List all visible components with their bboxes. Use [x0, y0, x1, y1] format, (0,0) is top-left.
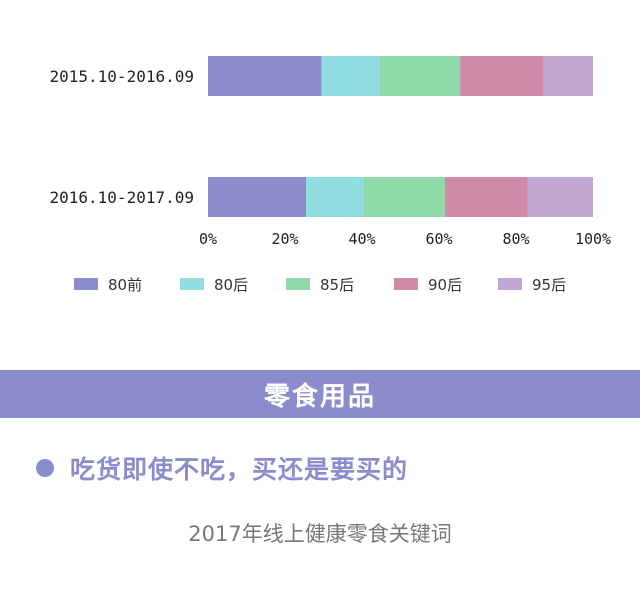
legend-label-1: 80后	[214, 276, 248, 294]
x-tick-label: 40%	[348, 230, 375, 248]
legend-swatch-1	[180, 278, 204, 290]
stacked-bar-chart: 2015.10-2016.09 2016.10-2017.09 0% 20% 40% 60…	[50, 56, 611, 294]
bar-segment-0-3	[460, 56, 543, 96]
bar-segment-1-0	[208, 177, 307, 217]
bar-segment-1-3	[444, 177, 528, 217]
legend-swatch-0	[74, 278, 98, 290]
bar-segment-1-1	[306, 177, 364, 217]
bar-segment-1-4	[527, 177, 593, 217]
x-tick-label: 20%	[271, 230, 298, 248]
legend-label-3: 90后	[428, 276, 462, 294]
bar-segment-0-4	[542, 56, 593, 96]
x-tick-label: 60%	[425, 230, 452, 248]
legend-swatch-3	[394, 278, 418, 290]
bar-segment-1-2	[363, 177, 445, 217]
legend-label-2: 85后	[320, 276, 354, 294]
legend-label-0: 80前	[108, 276, 142, 294]
x-tick-label: 0%	[199, 230, 217, 248]
headline-text: 吃货即使不吃，买还是要买的	[70, 455, 409, 484]
bar-segment-0-0	[208, 56, 322, 96]
headline: 吃货即使不吃，买还是要买的	[36, 450, 408, 486]
banner-title: 零食用品	[263, 381, 376, 412]
bar-segment-0-1	[321, 56, 380, 96]
subheading: 2017年线上健康零食关键词	[188, 522, 452, 546]
section-banner: 零食用品	[0, 370, 640, 418]
x-tick-label: 80%	[502, 230, 529, 248]
category-label: 2015.10-2016.09	[50, 67, 195, 86]
legend-swatch-2	[286, 278, 310, 290]
legend-swatch-4	[498, 278, 522, 290]
bullet-dot-icon	[36, 459, 54, 477]
category-label: 2016.10-2017.09	[50, 188, 195, 207]
x-tick-label: 100%	[575, 230, 611, 248]
bar-segment-0-2	[379, 56, 461, 96]
legend-label-4: 95后	[532, 276, 566, 294]
